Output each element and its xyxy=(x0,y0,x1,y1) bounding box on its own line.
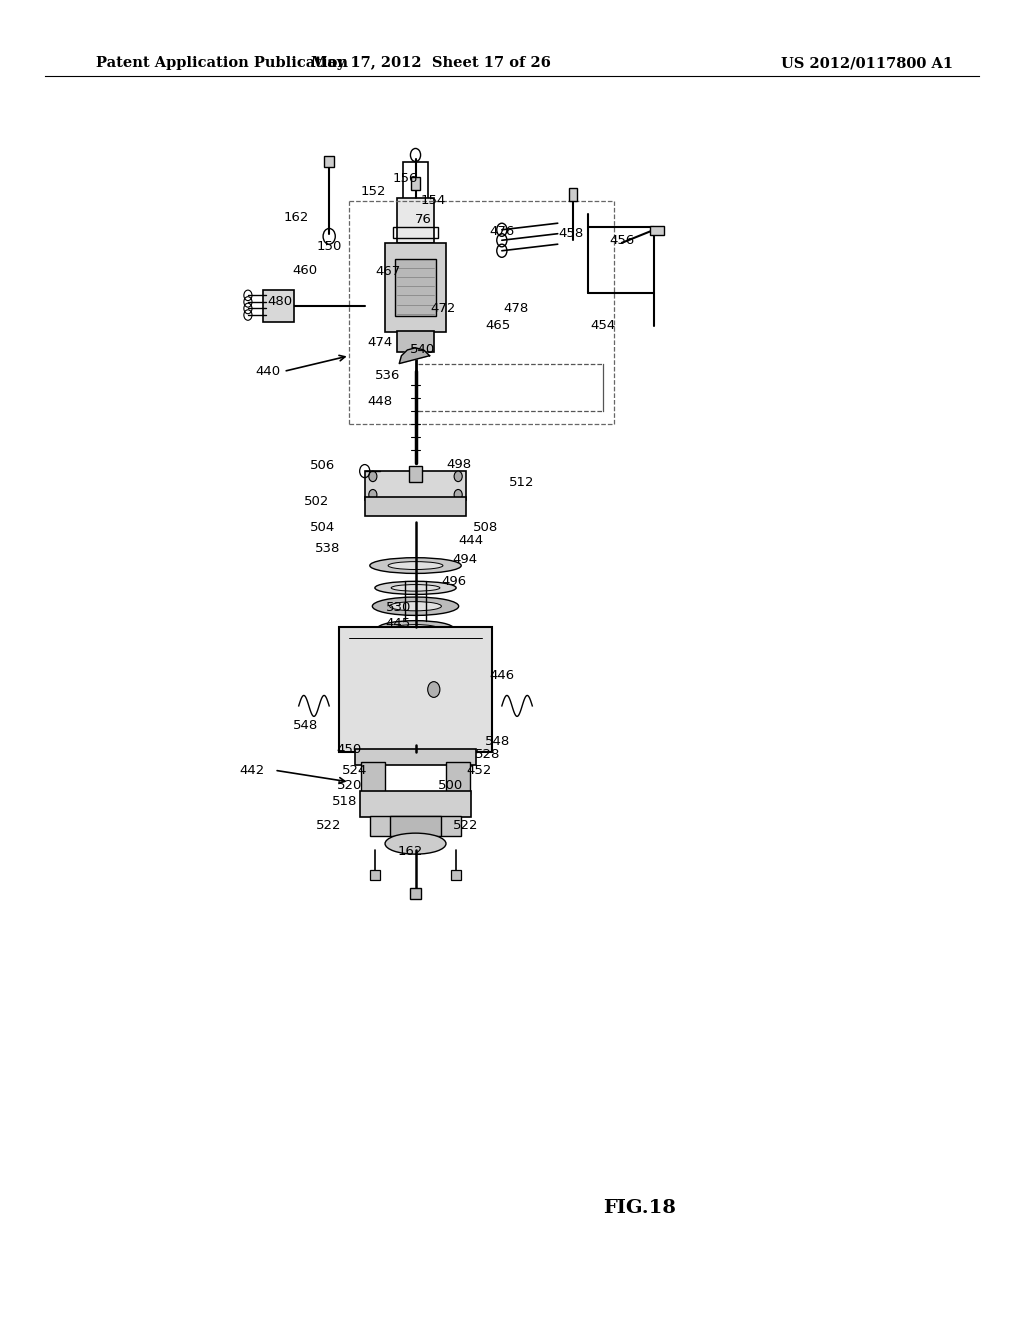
Circle shape xyxy=(428,681,440,697)
Text: 500: 500 xyxy=(438,779,464,792)
Text: 522: 522 xyxy=(453,818,478,832)
Bar xyxy=(339,627,492,752)
Bar xyxy=(569,187,577,201)
Ellipse shape xyxy=(385,833,446,854)
Text: 504: 504 xyxy=(309,521,335,535)
Bar xyxy=(360,763,385,793)
Bar xyxy=(365,471,466,500)
Text: 524: 524 xyxy=(342,764,368,776)
Text: FIG.18: FIG.18 xyxy=(603,1200,676,1217)
Text: 442: 442 xyxy=(240,764,264,776)
Text: 522: 522 xyxy=(316,818,342,832)
Bar xyxy=(395,259,436,317)
Text: 548: 548 xyxy=(485,735,510,748)
Text: 467: 467 xyxy=(376,265,400,279)
Text: 520: 520 xyxy=(337,779,362,792)
Text: 445: 445 xyxy=(386,616,411,630)
Ellipse shape xyxy=(388,561,443,569)
Bar xyxy=(397,198,434,243)
Text: 162: 162 xyxy=(284,211,309,224)
Ellipse shape xyxy=(370,557,461,573)
Bar xyxy=(390,816,441,836)
Text: 156: 156 xyxy=(392,172,418,185)
Bar xyxy=(263,290,294,322)
Text: 518: 518 xyxy=(332,795,357,808)
Text: 440: 440 xyxy=(256,364,281,378)
Text: 465: 465 xyxy=(485,319,510,333)
Text: 528: 528 xyxy=(475,748,501,760)
Text: 474: 474 xyxy=(368,337,392,348)
Circle shape xyxy=(369,471,377,482)
Bar xyxy=(359,791,471,817)
Text: Patent Application Publication: Patent Application Publication xyxy=(95,57,347,70)
Bar xyxy=(370,870,380,880)
Text: 536: 536 xyxy=(376,368,400,381)
Text: 540: 540 xyxy=(410,343,435,355)
Bar xyxy=(411,888,421,899)
Text: 456: 456 xyxy=(609,234,634,247)
Text: 446: 446 xyxy=(489,669,514,682)
Text: 538: 538 xyxy=(314,543,340,554)
Bar xyxy=(410,466,422,482)
Bar xyxy=(650,226,665,235)
Bar xyxy=(446,763,470,793)
Text: 460: 460 xyxy=(292,264,317,277)
Bar xyxy=(354,750,476,764)
Text: 530: 530 xyxy=(386,601,411,614)
Text: 162: 162 xyxy=(397,845,423,858)
Text: 450: 450 xyxy=(337,743,362,755)
Ellipse shape xyxy=(375,581,456,594)
Bar xyxy=(451,870,461,880)
Text: 512: 512 xyxy=(509,477,535,490)
Text: 458: 458 xyxy=(558,227,584,240)
Text: 480: 480 xyxy=(268,296,293,309)
Text: 548: 548 xyxy=(293,719,318,733)
Text: 444: 444 xyxy=(459,535,484,546)
Text: 494: 494 xyxy=(453,553,478,565)
Text: 154: 154 xyxy=(420,194,445,207)
Text: 454: 454 xyxy=(591,319,616,333)
Text: 150: 150 xyxy=(316,240,342,253)
Bar xyxy=(370,816,461,836)
Ellipse shape xyxy=(373,597,459,615)
Circle shape xyxy=(454,490,462,500)
Text: 496: 496 xyxy=(441,574,467,587)
Circle shape xyxy=(454,471,462,482)
Ellipse shape xyxy=(391,585,440,591)
Text: 498: 498 xyxy=(446,458,472,471)
Bar xyxy=(365,498,466,516)
Ellipse shape xyxy=(392,624,438,632)
Text: 448: 448 xyxy=(368,395,392,408)
Bar xyxy=(403,161,428,201)
Bar xyxy=(393,227,438,238)
Text: US 2012/0117800 A1: US 2012/0117800 A1 xyxy=(781,57,953,70)
Bar xyxy=(325,156,334,166)
Text: 506: 506 xyxy=(309,459,335,473)
Text: 476: 476 xyxy=(489,224,514,238)
Ellipse shape xyxy=(378,620,454,636)
Bar xyxy=(385,243,446,333)
Text: 508: 508 xyxy=(473,521,499,535)
Text: 76: 76 xyxy=(415,213,432,226)
Text: 502: 502 xyxy=(304,495,330,508)
Polygon shape xyxy=(399,348,430,363)
Circle shape xyxy=(369,490,377,500)
Bar xyxy=(412,177,420,190)
Text: 452: 452 xyxy=(467,764,493,776)
Text: 472: 472 xyxy=(430,302,456,315)
Text: 152: 152 xyxy=(360,185,386,198)
Bar xyxy=(397,331,434,351)
Ellipse shape xyxy=(389,602,441,611)
Text: May 17, 2012  Sheet 17 of 26: May 17, 2012 Sheet 17 of 26 xyxy=(311,57,551,70)
Text: 478: 478 xyxy=(504,302,528,315)
